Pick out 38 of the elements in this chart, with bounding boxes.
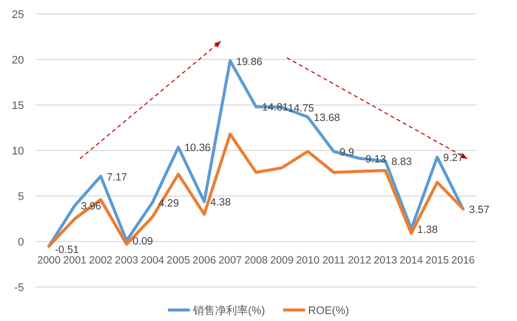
data-label: 13.68 [314,112,340,124]
data-label: -0.51 [54,244,80,256]
data-label: 10.36 [184,142,211,154]
y-tick-label: 5 [18,191,24,203]
x-tick-label: 2015 [425,254,450,266]
data-label: 4.38 [210,196,231,209]
y-tick-label: 0 [18,236,24,248]
x-tick-label: 2013 [374,254,398,266]
data-label: 1.38 [417,224,438,236]
y-tick-label: -5 [14,282,24,294]
x-tick-label: 2011 [322,254,346,266]
x-tick-label: 2008 [244,254,268,266]
x-tick-label: 2002 [89,254,113,266]
x-tick-label: 2003 [114,254,138,266]
data-label: 3.57 [469,204,490,216]
legend-label: ROE(%) [308,305,350,317]
legend-label: 销售净利率(%) [192,304,266,317]
x-tick-label: 2012 [348,254,372,266]
x-tick-label: 2016 [451,254,475,266]
x-tick-label: 2001 [63,254,87,266]
y-tick-label: 15 [12,100,24,112]
data-label: 9.27 [443,152,464,164]
data-label: 14.75 [288,102,314,114]
x-tick-label: 2007 [218,254,242,266]
data-label: 7.17 [106,171,128,184]
x-tick-label: 2010 [296,254,320,266]
x-tick-label: 2004 [140,254,164,266]
x-tick-label: 2000 [37,254,61,266]
y-tick-label: 10 [12,146,24,158]
x-tick-label: 2006 [192,254,216,266]
x-tick-label: 2009 [270,254,294,266]
data-label: 19.86 [236,56,263,68]
x-tick-label: 2005 [166,254,190,266]
data-label: 0.09 [132,236,154,248]
y-tick-label: 20 [12,54,24,66]
y-tick-label: 25 [12,9,24,21]
x-tick-label: 2014 [400,254,424,266]
data-label: 8.83 [391,156,412,168]
